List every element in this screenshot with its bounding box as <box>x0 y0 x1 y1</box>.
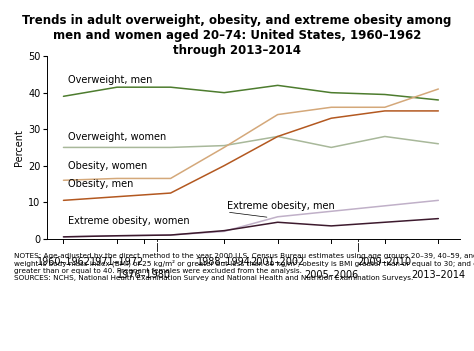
Text: 1976–1980: 1976–1980 <box>117 270 171 280</box>
Text: 1988–1994: 1988–1994 <box>197 257 251 267</box>
Text: Overweight, men: Overweight, men <box>68 75 152 85</box>
Text: 2009–2010: 2009–2010 <box>358 257 412 267</box>
Text: Extreme obesity, women: Extreme obesity, women <box>68 216 190 226</box>
Text: Extreme obesity, men: Extreme obesity, men <box>227 201 335 211</box>
Text: 2001–2002: 2001–2002 <box>251 257 305 267</box>
Text: Trends in adult overweight, obesity, and extreme obesity among
men and women age: Trends in adult overweight, obesity, and… <box>22 14 452 57</box>
Text: 2013–2014: 2013–2014 <box>411 270 465 280</box>
Text: 2005–2006: 2005–2006 <box>304 270 358 280</box>
Text: NOTES: Age-adjusted by the direct method to the year 2000 U.S. Census Bureau est: NOTES: Age-adjusted by the direct method… <box>14 253 474 282</box>
Text: 1960–1962: 1960–1962 <box>36 257 91 267</box>
Text: Obesity, women: Obesity, women <box>68 161 147 171</box>
Text: Obesity, men: Obesity, men <box>68 179 133 190</box>
Y-axis label: Percent: Percent <box>14 129 24 166</box>
Text: 1971–1972: 1971–1972 <box>90 257 144 267</box>
Text: Overweight, women: Overweight, women <box>68 132 166 142</box>
